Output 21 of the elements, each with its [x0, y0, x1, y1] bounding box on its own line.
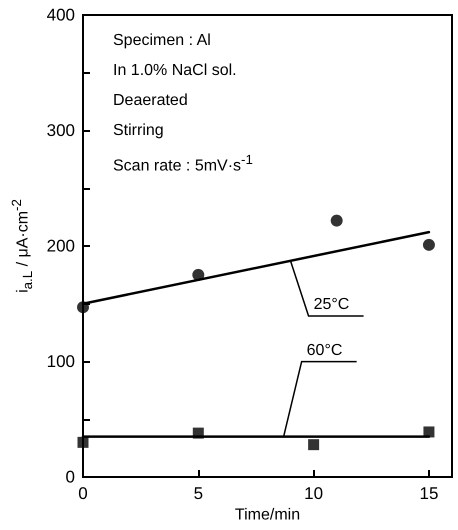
- y-tick-label: 0: [66, 468, 75, 486]
- annotation: Deaerated: [113, 92, 188, 109]
- annotation: Scan rate : 5mV·s$^{-1}$: [113, 152, 253, 174]
- point: [422, 238, 435, 251]
- x-axis-title: Time/min: [234, 506, 300, 524]
- x-tick-label: 10: [304, 484, 324, 503]
- y-tick-label: 300: [46, 121, 75, 140]
- point: [78, 436, 88, 448]
- point: [330, 214, 343, 227]
- annotation: 60°C: [306, 342, 342, 359]
- y-tick-label: 100: [46, 352, 75, 371]
- annotation: Specimen : Al: [113, 32, 211, 49]
- y-tick-label: 200: [46, 236, 75, 256]
- annotation: Stirring: [113, 122, 164, 139]
- annotation: 25°C: [314, 296, 350, 313]
- annotation: In 1.0% NaCl sol.: [113, 62, 237, 79]
- y-tick-label: 400: [46, 6, 75, 24]
- point: [308, 439, 320, 450]
- x-tick-label: 5: [194, 484, 204, 503]
- x-tick-label: 15: [419, 484, 438, 503]
- x-tick-label: 0: [78, 484, 88, 503]
